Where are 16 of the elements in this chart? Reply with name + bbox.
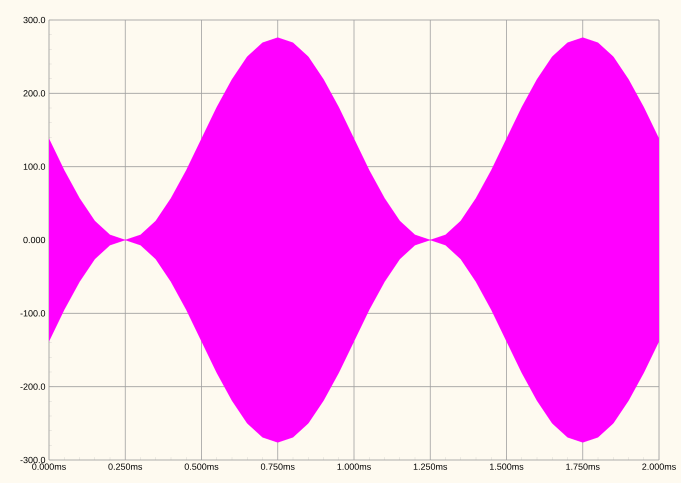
- x-tick-label: 1.000ms: [337, 464, 371, 470]
- x-tick-label: 2.000ms: [642, 464, 676, 470]
- y-tick-label: -200.0: [20, 383, 46, 390]
- y-tick-label: 200.0: [23, 90, 46, 97]
- y-tick-label: 100.0: [24, 163, 46, 170]
- y-tick-label: -100.0: [20, 310, 46, 317]
- x-tick-label: 1.750ms: [566, 464, 600, 470]
- x-tick-label: 0.500ms: [184, 464, 218, 470]
- x-tick-label: 0.750ms: [260, 464, 295, 470]
- y-tick-label: 0.000: [23, 236, 46, 244]
- y-tick-label: -300.0: [20, 456, 46, 464]
- x-tick-label: 1.500ms: [490, 464, 524, 470]
- x-tick-label: 0.000ms: [32, 464, 66, 470]
- y-tick-label: 300.0: [23, 16, 46, 24]
- x-tick-label: 0.250ms: [108, 464, 142, 470]
- x-tick-label: 1.250ms: [414, 464, 448, 470]
